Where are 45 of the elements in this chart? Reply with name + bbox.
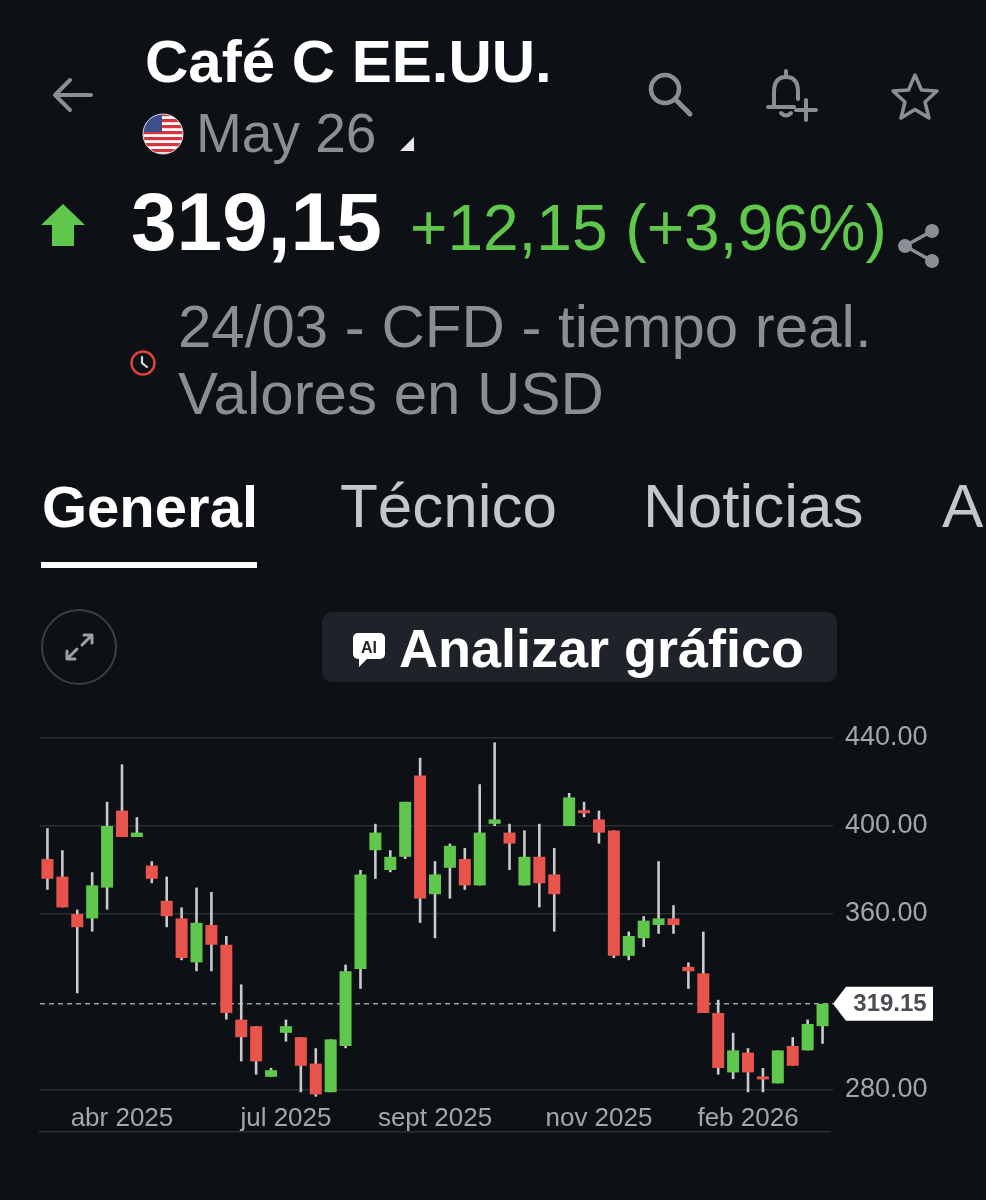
text: +12,15 (+3,96%) [410, 191, 887, 264]
candlestick [384, 848, 397, 874]
candlestick [205, 890, 218, 973]
candlestick [742, 1046, 755, 1094]
candlestick [667, 903, 680, 936]
candlestick [637, 914, 650, 949]
text: Noticias [643, 470, 864, 540]
x-tick-label: jul 2025 [239, 1102, 332, 1133]
candlestick [279, 1018, 292, 1043]
ref-line-label: 319.15 [853, 989, 927, 1017]
candlestick [145, 859, 158, 885]
chart-title: Café C EE.UU. [145, 28, 552, 96]
candlestick [682, 961, 695, 991]
candlestick [786, 1035, 799, 1068]
candlestick [816, 1002, 829, 1046]
x-tick-label: sept 2025 [377, 1102, 493, 1133]
text: Analizar gráfico [399, 618, 805, 679]
candlestick [235, 983, 248, 1063]
chart-subtitle: May 26 [196, 102, 377, 165]
candlestick [41, 826, 54, 892]
candlestick [488, 741, 501, 828]
text: Técnico [340, 470, 558, 540]
candlestick [548, 846, 561, 933]
candlestick [369, 822, 382, 881]
candlestick [503, 822, 516, 872]
text: General [42, 473, 258, 539]
candlestick [429, 859, 441, 940]
candlestick [592, 809, 605, 845]
text: 319,15 [131, 175, 382, 267]
x-tick-label: abr 2025 [70, 1102, 174, 1133]
candlestick [622, 930, 635, 962]
candlestick [652, 859, 665, 936]
candlestick [756, 1066, 769, 1094]
y-tick-label: 280.00 [845, 1073, 928, 1104]
candlestick [160, 875, 173, 929]
x-tick-label: feb 2026 [697, 1102, 799, 1133]
x-tick-label: nov 2025 [545, 1102, 653, 1133]
text: A [942, 470, 984, 540]
text: 24/03 - CFD - tiempo real. Valores en USD [178, 292, 873, 427]
y-tick-label: 360.00 [845, 897, 928, 928]
candlestick [727, 1031, 740, 1081]
candlestick [443, 842, 456, 900]
y-tick-label: 400.00 [845, 809, 928, 840]
candlestick [71, 908, 84, 995]
y-tick-label: 440.00 [845, 721, 928, 752]
